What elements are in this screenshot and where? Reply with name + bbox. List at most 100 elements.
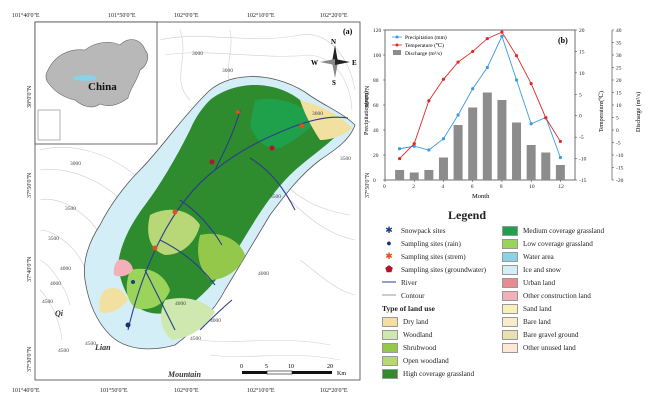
y-right2-tick-label: 40: [616, 28, 622, 34]
scale-tick: 0: [240, 364, 243, 370]
y-left-tick-label: 0: [373, 178, 376, 184]
chart-legend-label: Precipitation (mm): [405, 34, 447, 41]
line-marker-icon: [382, 291, 396, 300]
y-right1-tick-label: -15: [579, 178, 587, 184]
legend-label: Dry land: [403, 317, 429, 326]
lat-label: 37°30'0"N: [26, 346, 33, 372]
discharge-bar: [526, 145, 536, 180]
legend-item-land-use: Shrubwood: [382, 341, 486, 354]
chart-legend-label: Temperature (℃): [405, 42, 444, 49]
contour-label: 3000: [222, 68, 233, 74]
legend-item-land-use: Other construction land: [502, 289, 604, 302]
land-use-swatch: [502, 342, 518, 353]
temperature-point: [412, 141, 416, 146]
lat-label-right: 37°50'0"N: [364, 172, 371, 198]
y-right2-tick-label: 35: [616, 41, 622, 47]
contour-label: 3500: [65, 206, 76, 212]
y-left-tick-label: 60: [373, 103, 379, 109]
legend-item-land-use: Woodland: [382, 328, 486, 341]
place-name-qi: Qi: [55, 309, 64, 318]
precipitation-point: [456, 113, 460, 117]
land-use-swatch: [502, 290, 518, 301]
y-right2-tick-label: 0: [616, 128, 619, 134]
legend-item-site: ● Sampling sites (rain): [382, 237, 486, 250]
legend-item-site: ✱ Snowpack sites: [382, 224, 486, 237]
temperature-point: [558, 139, 562, 144]
y-right2-tick-label: 10: [616, 103, 622, 109]
legend-item-line: River: [382, 276, 486, 289]
discharge-bar: [453, 125, 463, 180]
land-use-swatch: [502, 277, 518, 288]
contour-label: 3000: [70, 161, 81, 167]
contour-label: 3500: [340, 156, 351, 162]
y-right2-tick-label: 15: [616, 91, 622, 97]
contour-label: 4000: [60, 266, 71, 272]
line-marker-icon: [382, 278, 396, 287]
legend-item-land-use: Bare land: [502, 315, 604, 328]
scale-unit: Km: [337, 371, 346, 377]
legend-item-line: Contour: [382, 289, 486, 302]
chart-panel-label: (b): [558, 36, 568, 45]
legend-label: Contour: [401, 291, 425, 300]
legend-item-land-use: Ice and snow: [502, 263, 604, 276]
temperature-point: [544, 116, 548, 120]
y-right1-tick-label: 20: [579, 28, 585, 34]
y-right1-tick-label: 0: [579, 114, 582, 120]
land-use-swatch: [502, 238, 518, 249]
lon-label-bottom: 101°40'0"E: [12, 387, 40, 394]
scale-tick: 20: [327, 364, 333, 370]
map-panel-label: (a): [343, 27, 353, 36]
lat-label: 38°0'0"N: [26, 85, 33, 108]
lon-label-bottom: 102°10'0"E: [247, 387, 275, 394]
y-right2-tick-label: -5: [616, 141, 621, 147]
y-left-tick-label: 120: [373, 28, 382, 34]
land-use-swatch: [382, 368, 398, 379]
lat-label: 37°50'0"N: [26, 172, 33, 198]
discharge-bar: [512, 122, 522, 180]
lon-label-top: 102°0'0"E: [174, 12, 199, 19]
y-right2-label: Discharge (m³/s): [635, 92, 642, 132]
inset-label: China: [88, 81, 117, 93]
north-e: E: [352, 59, 357, 67]
discharge-bar: [424, 170, 434, 180]
legend-label: Sand land: [523, 304, 552, 313]
land-use-swatch: [502, 329, 518, 340]
contour-label: 3500: [270, 194, 281, 200]
legend-item-site: ✱ Sampling sites (strem): [382, 250, 486, 263]
legend-label: Sampling sites (groundwater): [401, 265, 487, 274]
lon-label-top: 101°50'0"E: [108, 12, 136, 19]
y-right2-tick-label: -10: [616, 153, 624, 159]
temperature-point: [427, 99, 431, 103]
contour-labels: 3000 3000 3000 3500 3500 4000 4000 4000 …: [42, 51, 351, 354]
temperature-point: [500, 30, 504, 34]
precipitation-point: [500, 34, 504, 38]
legend-label: Low coverage grassland: [523, 239, 593, 248]
temperature-point: [398, 156, 402, 161]
lon-label-top: 101°40'0"E: [12, 12, 40, 19]
lat-label-right: 38°0'0"N: [364, 85, 371, 108]
precipitation-point: [398, 147, 402, 151]
lat-label: 37°40'0"N: [26, 256, 33, 282]
land-use-swatch: [382, 316, 398, 327]
legend-item-land-use: Water area: [502, 250, 604, 263]
contour-label: 4000: [175, 301, 186, 307]
legend-label: Other unused land: [523, 343, 576, 352]
legend-item-land-use: Bare gravel ground: [502, 328, 604, 341]
legend-label: Medium coverage grassland: [523, 226, 605, 235]
contour-label: 4500: [190, 336, 201, 342]
y-right2-tick-label: 30: [616, 53, 622, 59]
south-china-sea-box: [37, 109, 61, 141]
site-marker-icon: ⬟: [385, 264, 393, 274]
lon-label-top: 102°10'0"E: [247, 12, 275, 19]
contour-label: 3000: [192, 51, 203, 57]
place-name-mountain: Mountain: [167, 370, 201, 379]
contour-label: 4000: [258, 271, 269, 277]
precipitation-point: [427, 148, 431, 152]
y-right2-tick-label: -15: [616, 166, 624, 172]
contour-label: 4000: [210, 318, 221, 324]
y-right2-tick-label: -20: [616, 178, 624, 184]
y-right1-tick-label: 5: [579, 92, 582, 98]
terrain-contours: [39, 29, 356, 361]
precipitation-point: [558, 155, 562, 160]
